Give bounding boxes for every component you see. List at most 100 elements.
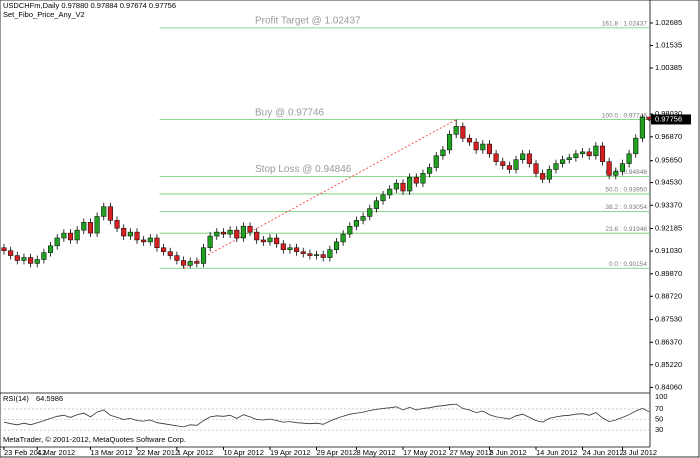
candle-body xyxy=(240,225,246,239)
fib-label: 0.0 : 0.90154 xyxy=(609,261,647,268)
candle-body xyxy=(187,261,193,266)
candle-body xyxy=(41,252,47,260)
y-tick-label: 0.95650 xyxy=(655,156,682,165)
y-tick-label: 0.85220 xyxy=(655,360,682,369)
x-tick-label: 22 Mar 2012 xyxy=(137,448,179,457)
candle-body xyxy=(593,145,599,157)
x-tick-label: 23 Feb 2012 xyxy=(4,448,46,457)
candle-body xyxy=(520,153,526,160)
x-tick-label: 24 Jun 2012 xyxy=(583,448,624,457)
x-tick-label: 3 Jul 2012 xyxy=(622,448,657,457)
candle-body xyxy=(473,141,479,151)
candle-body xyxy=(340,233,346,243)
y-tick-label: 0.87530 xyxy=(655,315,682,324)
x-tick-label: 14 Jun 2012 xyxy=(536,448,577,457)
candle-body xyxy=(453,126,459,135)
copyright: MetaTrader, © 2001-2012, MetaQuotes Soft… xyxy=(3,435,186,444)
x-tick-label: 29 Apr 2012 xyxy=(317,448,357,457)
candle-body xyxy=(513,159,519,170)
candle-body xyxy=(440,149,446,157)
y-tick-label: 1.01535 xyxy=(655,40,682,49)
candle-body xyxy=(560,159,566,164)
candle-body xyxy=(380,194,386,202)
candle-body xyxy=(420,173,426,184)
fib-label: 38.2 : 0.93054 xyxy=(605,204,647,211)
candle-body xyxy=(506,165,512,170)
candle-body xyxy=(367,208,373,217)
candle-body xyxy=(227,229,233,235)
candle-body xyxy=(154,237,160,249)
candle-body xyxy=(254,231,260,241)
y-tick-label: 0.84060 xyxy=(655,382,682,391)
candle-body xyxy=(54,237,60,247)
candle-body xyxy=(526,153,532,164)
candle-body xyxy=(400,182,406,192)
candle-body xyxy=(480,143,486,151)
candle-body xyxy=(280,243,286,250)
candle-body xyxy=(134,231,140,241)
candle-body xyxy=(174,255,180,261)
rsi-tick-label: 70 xyxy=(655,404,663,413)
y-tick-label: 0.92185 xyxy=(655,223,682,232)
candle-body xyxy=(214,231,220,237)
candle-body xyxy=(500,161,506,166)
y-tick-label: 0.91030 xyxy=(655,246,682,255)
candle-body xyxy=(580,151,586,155)
fib-label: 50.0 : 0.93950 xyxy=(605,187,647,194)
candle-body xyxy=(606,161,612,176)
candle-body xyxy=(447,134,453,151)
x-tick-label: 13 Mar 2012 xyxy=(90,448,132,457)
candle-body xyxy=(407,177,413,192)
rsi-tick-label: 100 xyxy=(655,392,668,401)
candle-body xyxy=(353,220,359,227)
candle-body xyxy=(161,247,167,252)
annotation: Stop Loss @ 0.94846 xyxy=(255,164,352,175)
y-tick-label: 0.86370 xyxy=(655,337,682,346)
candle-body xyxy=(294,247,300,252)
candle-body xyxy=(14,255,20,261)
x-tick-label: 1 Apr 2012 xyxy=(177,448,213,457)
candle-body xyxy=(540,173,546,180)
candle-body xyxy=(486,143,492,155)
candle-body xyxy=(234,229,240,239)
candle-body xyxy=(314,254,320,256)
candle-body xyxy=(433,155,439,168)
candle-body xyxy=(1,247,7,251)
annotation: Profit Target @ 1.02437 xyxy=(255,15,361,26)
fib-label: 61.8 : 0.94846 xyxy=(605,169,647,176)
candle-body xyxy=(333,241,340,250)
candle-body xyxy=(114,220,120,229)
rsi-tick-label: 50 xyxy=(655,414,663,423)
candle-body xyxy=(220,231,226,235)
candle-body xyxy=(427,167,433,174)
candle-body xyxy=(460,126,466,139)
fib-label: 100.0 : 0.97746 xyxy=(602,112,648,119)
x-tick-label: 19 Apr 2012 xyxy=(270,448,310,457)
candle-body xyxy=(566,157,572,160)
candle-body xyxy=(493,153,499,162)
candle-body xyxy=(307,253,313,256)
x-tick-label: 10 Apr 2012 xyxy=(223,448,263,457)
rsi-name: RSI(14) xyxy=(3,394,29,403)
candle-body xyxy=(94,216,100,234)
candle-body xyxy=(81,222,87,231)
rsi-line xyxy=(3,403,650,428)
rsi-tick-label: 30 xyxy=(655,425,663,434)
y-tick-label: 0.89870 xyxy=(655,269,682,278)
candle-body xyxy=(121,227,127,237)
candle-body xyxy=(639,116,645,139)
x-tick-label: 27 May 2012 xyxy=(450,448,493,457)
candle-body xyxy=(207,235,213,249)
x-tick-label: 17 May 2012 xyxy=(403,448,446,457)
candle-body xyxy=(546,169,552,180)
chart-title: USDCHFm,Daily 0.97880 0.97884 0.97674 0.… xyxy=(3,1,176,10)
candle-body xyxy=(626,153,632,164)
candle-body xyxy=(61,232,67,239)
x-tick-label: 5 Jun 2012 xyxy=(489,448,526,457)
candle-body xyxy=(287,247,293,250)
candle-body xyxy=(181,260,187,266)
candle-body xyxy=(48,245,54,253)
y-tick-label: 1.00385 xyxy=(655,63,682,72)
candle-body xyxy=(360,216,366,221)
